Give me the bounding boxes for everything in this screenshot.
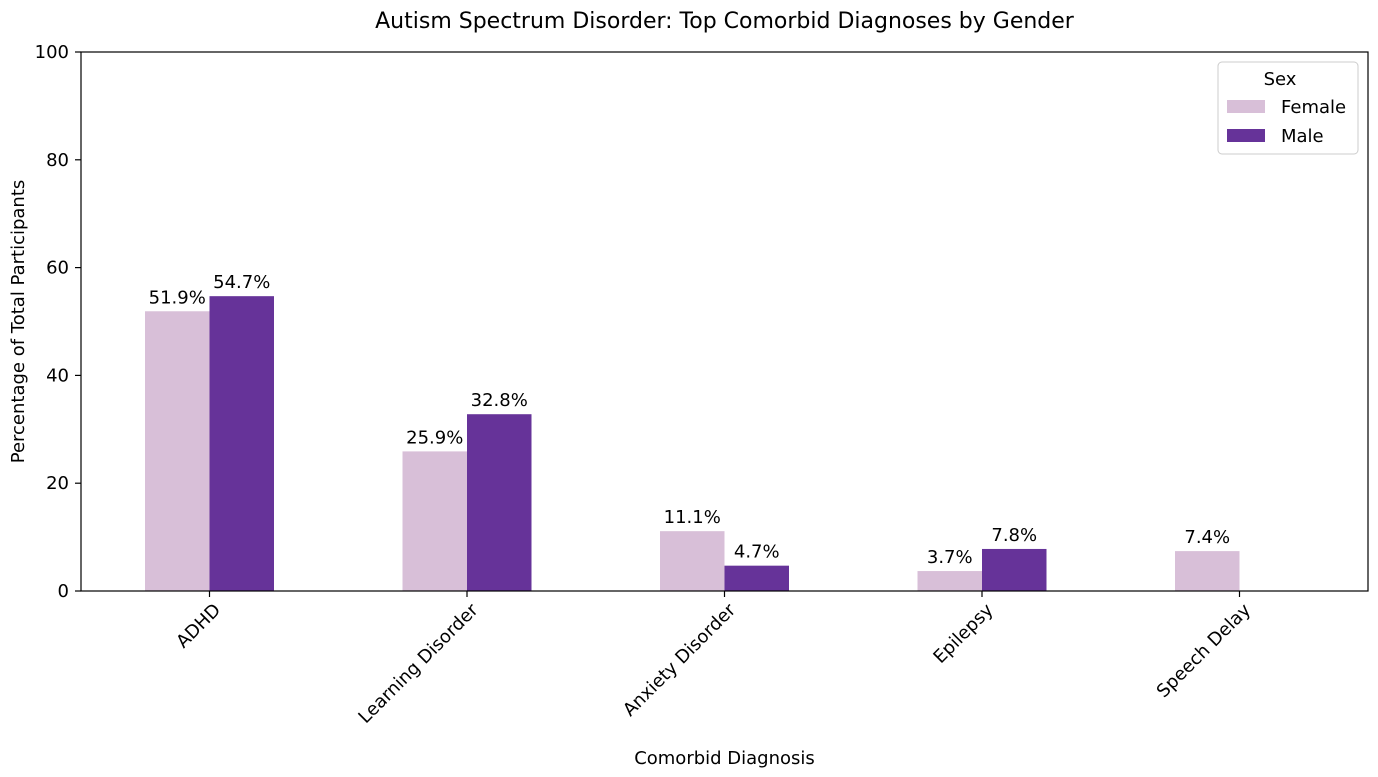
data-label: 25.9%	[406, 427, 463, 448]
data-label: 11.1%	[664, 507, 721, 528]
y-tick-label: 80	[46, 150, 69, 171]
bar-female-learning-disorder	[402, 451, 467, 591]
plot-area: 51.9% 54.7% ADHD 25.9% 32.8% Learning Disorde…	[35, 42, 1369, 728]
data-label: 54.7%	[213, 272, 270, 293]
legend-swatch-female	[1227, 100, 1265, 113]
bar-female-anxiety-disorder	[660, 531, 725, 591]
y-tick-label: 0	[58, 581, 69, 602]
y-tick-label: 100	[35, 42, 69, 63]
legend-label-female: Female	[1281, 97, 1346, 118]
bar-male-anxiety-disorder	[724, 565, 789, 591]
data-label: 7.4%	[1184, 527, 1230, 548]
bar-male-adhd	[209, 296, 274, 591]
y-tick-label: 20	[46, 473, 69, 494]
bar-male-epilepsy	[982, 548, 1047, 591]
plot-frame	[80, 51, 1369, 592]
x-tick-label: Speech Delay	[1153, 599, 1256, 702]
y-tick-label: 60	[46, 258, 69, 279]
bar-female-speech-delay	[1175, 551, 1240, 591]
x-tick-label: Learning Disorder	[354, 599, 482, 727]
x-tick-label: ADHD	[172, 600, 225, 653]
x-tick-label: Anxiety Disorder	[619, 599, 740, 720]
data-label: 3.7%	[927, 547, 973, 568]
data-label: 32.8%	[471, 390, 528, 411]
y-tick-label: 40	[46, 365, 69, 386]
bar-male-learning-disorder	[467, 414, 532, 591]
bar-female-adhd	[145, 311, 210, 591]
y-axis-label: Percentage of Total Participants	[8, 180, 29, 464]
bar-female-epilepsy	[917, 571, 982, 591]
chart-title: Autism Spectrum Disorder: Top Comorbid D…	[375, 9, 1075, 34]
legend-swatch-male	[1227, 129, 1265, 142]
legend-label-male: Male	[1281, 126, 1324, 147]
legend-title: Sex	[1264, 69, 1297, 90]
x-axis-label: Comorbid Diagnosis	[634, 748, 815, 769]
data-label: 4.7%	[734, 542, 780, 563]
legend: Sex Female Male	[1217, 61, 1359, 155]
data-label: 51.9%	[149, 287, 206, 308]
data-label: 7.8%	[991, 525, 1037, 546]
x-tick-label: Epilepsy	[929, 599, 997, 667]
